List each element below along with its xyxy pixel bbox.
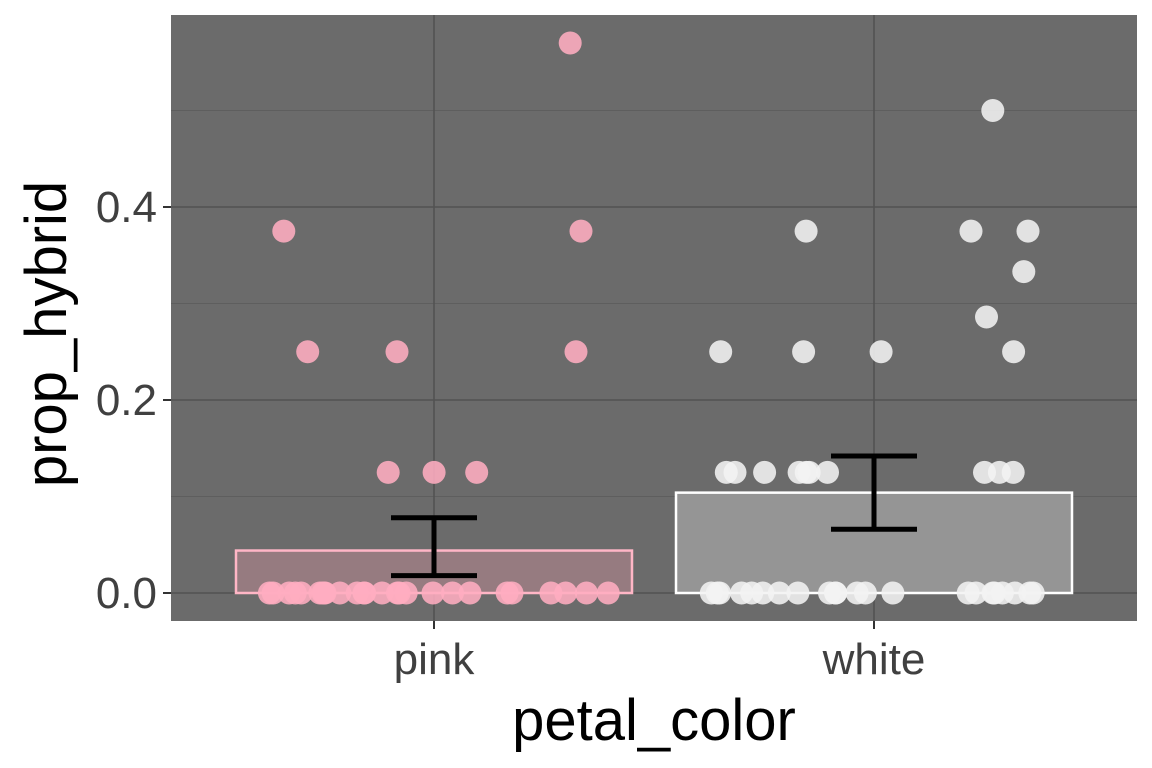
data-point-pink bbox=[495, 581, 519, 605]
data-point-pink bbox=[558, 31, 582, 55]
data-point-white bbox=[990, 581, 1014, 605]
x-axis-title: petal_color bbox=[512, 688, 796, 753]
data-point-white bbox=[709, 340, 733, 364]
data-point-white bbox=[751, 581, 775, 605]
data-point-white bbox=[1002, 340, 1026, 364]
y-axis-ticks: 0.0 0.2 0.4 bbox=[96, 183, 171, 618]
data-point-white bbox=[824, 581, 848, 605]
data-point-white bbox=[973, 460, 996, 484]
data-point-white bbox=[730, 581, 754, 605]
jitter-points bbox=[257, 31, 1045, 605]
y-tick-label: 0.4 bbox=[96, 183, 157, 232]
data-point-white bbox=[845, 581, 869, 605]
data-point-white bbox=[1021, 581, 1045, 605]
data-point-pink bbox=[387, 581, 411, 605]
y-axis-title: prop_hybrid bbox=[14, 181, 79, 487]
x-axis-ticks: pink white bbox=[394, 621, 926, 684]
data-point-pink bbox=[376, 460, 400, 484]
data-point-white bbox=[797, 460, 821, 484]
data-point-white bbox=[786, 581, 810, 605]
data-point-white bbox=[869, 340, 893, 364]
data-point-white bbox=[723, 460, 747, 484]
error-bar-white bbox=[831, 453, 917, 532]
y-tick-label: 0.0 bbox=[96, 569, 157, 618]
data-point-white bbox=[959, 219, 983, 243]
data-point-white bbox=[794, 219, 818, 243]
data-point-white bbox=[1012, 260, 1036, 284]
data-point-pink bbox=[352, 581, 376, 605]
data-point-white bbox=[956, 581, 980, 605]
data-point-white bbox=[981, 99, 1005, 122]
data-point-pink bbox=[385, 340, 409, 364]
data-point-pink bbox=[596, 581, 620, 605]
data-point-pink bbox=[539, 581, 563, 605]
data-point-pink bbox=[575, 581, 598, 605]
data-point-white bbox=[816, 460, 839, 484]
data-point-white bbox=[881, 581, 905, 605]
data-point-pink bbox=[277, 581, 301, 605]
data-point-pink bbox=[308, 581, 332, 605]
data-point-white bbox=[792, 340, 816, 364]
data-point-pink bbox=[261, 581, 285, 605]
data-point-pink bbox=[272, 219, 296, 243]
data-point-white bbox=[1016, 219, 1040, 243]
data-point-pink bbox=[296, 340, 320, 364]
data-point-pink bbox=[465, 460, 489, 484]
error-bars bbox=[391, 453, 917, 579]
data-point-pink bbox=[441, 581, 464, 605]
data-point-white bbox=[975, 305, 998, 329]
data-point-white bbox=[1001, 460, 1025, 484]
data-point-pink bbox=[370, 581, 394, 605]
data-point-white bbox=[753, 460, 777, 484]
data-point-pink bbox=[422, 460, 446, 484]
error-bar-pink bbox=[391, 515, 477, 579]
x-tick-label: pink bbox=[394, 635, 476, 684]
data-point-pink bbox=[569, 219, 593, 243]
data-point-white bbox=[767, 581, 791, 605]
data-point-pink bbox=[421, 581, 445, 605]
data-point-pink bbox=[564, 340, 588, 364]
data-point-pink bbox=[458, 581, 482, 605]
data-point-white bbox=[708, 581, 732, 605]
x-tick-label: white bbox=[822, 635, 926, 684]
y-tick-label: 0.2 bbox=[96, 376, 157, 425]
